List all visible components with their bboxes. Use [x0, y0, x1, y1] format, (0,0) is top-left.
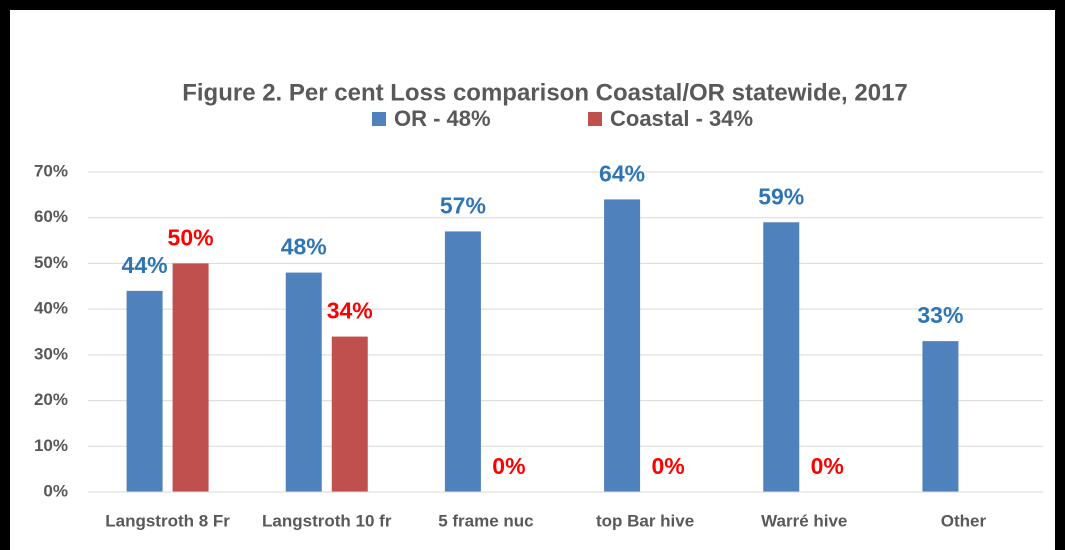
- bar: [285, 272, 322, 492]
- bar: [604, 199, 641, 492]
- y-tick-label: 60%: [34, 207, 68, 226]
- bar: [763, 222, 800, 493]
- x-tick-label: Warré hive: [761, 511, 847, 530]
- y-tick-label: 50%: [34, 253, 68, 272]
- legend-swatch: [372, 112, 386, 126]
- data-label: 50%: [168, 225, 214, 251]
- bar: [126, 290, 163, 492]
- data-label: 59%: [758, 183, 804, 209]
- data-label: 0%: [811, 453, 844, 479]
- y-tick-label: 30%: [34, 344, 68, 363]
- x-tick-label: top Bar hive: [596, 511, 694, 530]
- x-tick-label: 5 frame nuc: [438, 511, 533, 530]
- data-label: 33%: [917, 302, 963, 328]
- x-tick-label: Langstroth 10 fr: [262, 511, 392, 530]
- data-label: 48%: [281, 234, 327, 260]
- data-label: 0%: [492, 453, 525, 479]
- legend-label: Coastal - 34%: [610, 106, 753, 131]
- data-label: 44%: [122, 252, 168, 278]
- data-label: 57%: [440, 193, 486, 219]
- y-tick-label: 40%: [34, 299, 68, 318]
- y-tick-label: 10%: [34, 436, 68, 455]
- bar: [172, 263, 209, 492]
- y-tick-label: 70%: [34, 161, 68, 180]
- y-tick-label: 20%: [34, 390, 68, 409]
- bar: [444, 231, 481, 492]
- data-label: 0%: [651, 453, 684, 479]
- data-label: 64%: [599, 161, 645, 187]
- x-tick-label: Other: [941, 511, 987, 530]
- y-tick-label: 0%: [43, 481, 68, 500]
- bar: [922, 341, 959, 492]
- legend-swatch: [588, 112, 602, 126]
- chart-title: Figure 2. Per cent Loss comparison Coast…: [182, 79, 908, 106]
- data-label: 34%: [327, 298, 373, 324]
- bar: [331, 336, 368, 492]
- legend-label: OR - 48%: [394, 106, 491, 131]
- x-tick-label: Langstroth 8 Fr: [105, 511, 230, 530]
